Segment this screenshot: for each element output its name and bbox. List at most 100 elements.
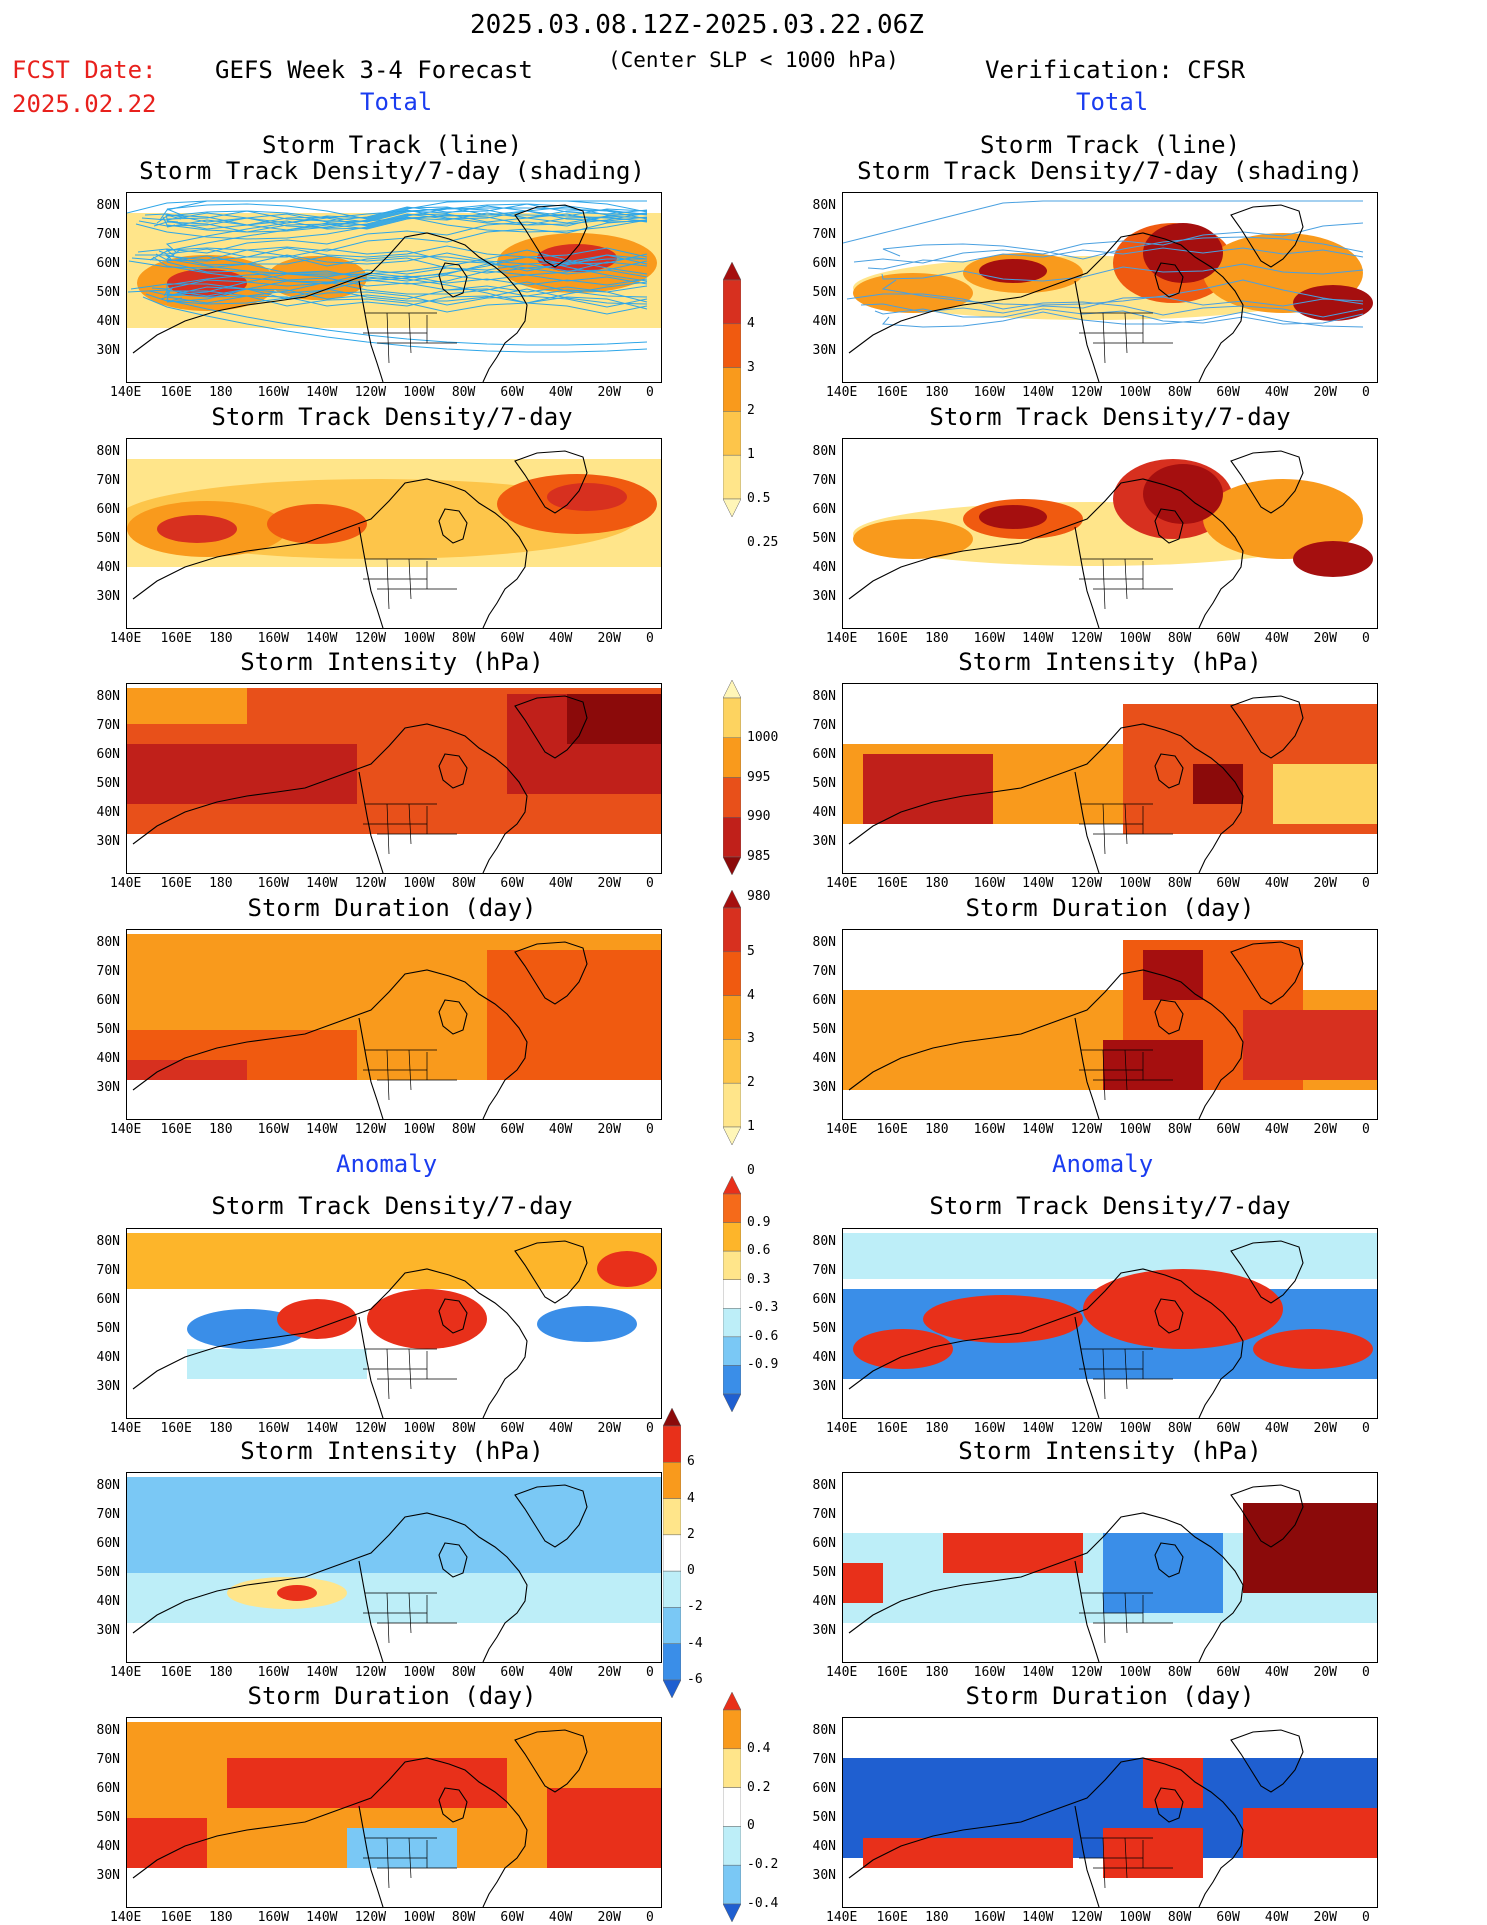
lat-tick-label: 50N <box>812 285 836 300</box>
coastline <box>1079 1348 1173 1400</box>
lon-tick-label: 40W <box>1264 1421 1289 1436</box>
lon-tick-label: 160W <box>973 1910 1005 1925</box>
lon-tick-label: 40W <box>1264 385 1289 400</box>
coastline <box>848 723 1244 873</box>
panel-title-duration-left: Storm Duration (day) <box>247 894 537 922</box>
lon-tick-label: 160E <box>876 1665 908 1680</box>
shading-area <box>853 519 973 559</box>
lon-tick-label: 80W <box>451 876 476 891</box>
coastline <box>132 478 528 628</box>
greenland-coastline <box>514 1729 588 1793</box>
storm-track-line <box>162 209 648 233</box>
greenland-coastline <box>1230 1729 1304 1793</box>
shading-area <box>843 1233 1377 1279</box>
storm-track-line <box>882 236 1364 260</box>
panel-title-anom-duration-left: Storm Duration (day) <box>247 1682 537 1710</box>
lon-tick-label: 20W <box>597 1910 621 1925</box>
lat-tick-label: 80N <box>812 1723 836 1738</box>
lat-tick-label: 60N <box>96 502 120 517</box>
greenland-coastline <box>1230 1484 1304 1548</box>
colorbar-swatch <box>723 1250 741 1280</box>
lon-tick-label: 120W <box>354 1122 387 1137</box>
coastline <box>848 1757 1244 1907</box>
lat-tick-label: 60N <box>96 1781 120 1796</box>
lat-tick-label: 80N <box>812 1478 836 1493</box>
lat-tick-label: 50N <box>812 1565 836 1580</box>
lat-tick-label: 60N <box>812 1781 836 1796</box>
shading-area <box>1243 1010 1377 1080</box>
coastline <box>132 1757 528 1907</box>
lon-tick-label: 60W <box>1216 1665 1240 1680</box>
lat-tick-label: 30N <box>96 1623 120 1638</box>
map-intensity-verification <box>842 683 1378 874</box>
colorbar-label: 0 <box>747 1162 755 1178</box>
lon-tick-label: 140W <box>306 1421 338 1436</box>
lon-tick-label: 160W <box>257 876 289 891</box>
fcst-date-value: 2025.02.22 <box>12 90 157 118</box>
coastline <box>1154 1542 1184 1578</box>
map-density-forecast <box>126 438 662 629</box>
greenland-coastline <box>1230 450 1304 514</box>
coastline <box>1154 1787 1184 1823</box>
storm-track-line <box>166 274 648 297</box>
colorbar-label: -2 <box>687 1599 703 1615</box>
coastline <box>1154 1298 1184 1334</box>
lat-tick-label: 70N <box>812 1752 836 1767</box>
lon-tick-label: 20W <box>1313 1122 1337 1137</box>
shading-area <box>843 1563 883 1603</box>
shading-area <box>597 1251 657 1287</box>
coastline <box>438 508 468 544</box>
coastline <box>358 1017 384 1119</box>
lat-tick-label: 40N <box>812 560 836 575</box>
shading-area <box>127 1573 661 1623</box>
lat-tick-label: 30N <box>812 834 836 849</box>
lat-tick-label: 60N <box>96 747 120 762</box>
fcst-date-label: FCST Date: <box>12 56 157 84</box>
lat-tick-label: 50N <box>96 531 120 546</box>
lon-tick-label: 140E <box>110 876 142 891</box>
storm-track-line <box>881 311 1364 328</box>
greenland-coastline <box>514 1240 588 1304</box>
colorbar-swatch <box>723 1176 741 1195</box>
coastline <box>363 1049 457 1101</box>
shading-area <box>127 1060 247 1080</box>
lat-tick-label: 70N <box>96 1263 120 1278</box>
colorbar-swatch <box>663 1498 681 1536</box>
colorbar-swatch <box>723 498 741 517</box>
shading-area <box>537 1306 637 1342</box>
colorbar-swatch <box>723 951 741 996</box>
lon-tick-label: 160W <box>257 1665 289 1680</box>
lon-tick-label: 120W <box>354 876 387 891</box>
shading-area <box>157 515 237 543</box>
colorbar-swatch <box>663 1607 681 1644</box>
coastline <box>1074 280 1100 382</box>
storm-track-line <box>166 272 648 304</box>
colorbar-swatch <box>723 1082 741 1128</box>
lat-tick-label: 50N <box>96 285 120 300</box>
lat-tick-label: 50N <box>96 1321 120 1336</box>
lat-tick-label: 40N <box>812 1594 836 1609</box>
lon-tick-label: 180 <box>925 385 949 400</box>
lon-tick-label: 100W <box>1119 1421 1151 1436</box>
lon-tick-label: 60W <box>1216 876 1240 891</box>
lat-tick-label: 40N <box>812 1839 836 1854</box>
verification-title: Verification: CFSR <box>985 56 1246 84</box>
coastline <box>848 969 1244 1119</box>
coastline <box>438 1787 468 1823</box>
coastline <box>848 1512 1244 1662</box>
lon-tick-label: 0 <box>1362 1665 1370 1680</box>
coastline <box>1079 1049 1173 1101</box>
lat-tick-label: 60N <box>812 1292 836 1307</box>
lon-tick-label: 40W <box>548 876 573 891</box>
colorbar-label: -6 <box>687 1672 703 1687</box>
coastline <box>1074 526 1100 628</box>
map-anom-intensity-verification <box>842 1472 1378 1663</box>
storm-track-line <box>853 222 1364 264</box>
colorbar-swatch <box>723 1826 741 1866</box>
lat-tick-label: 80N <box>96 198 120 213</box>
lon-tick-label: 40W <box>548 631 573 646</box>
storm-track-line <box>874 308 1364 325</box>
storm-track-line <box>149 214 648 261</box>
lon-tick-label: 180 <box>209 1421 233 1436</box>
shading-area <box>127 1818 207 1868</box>
